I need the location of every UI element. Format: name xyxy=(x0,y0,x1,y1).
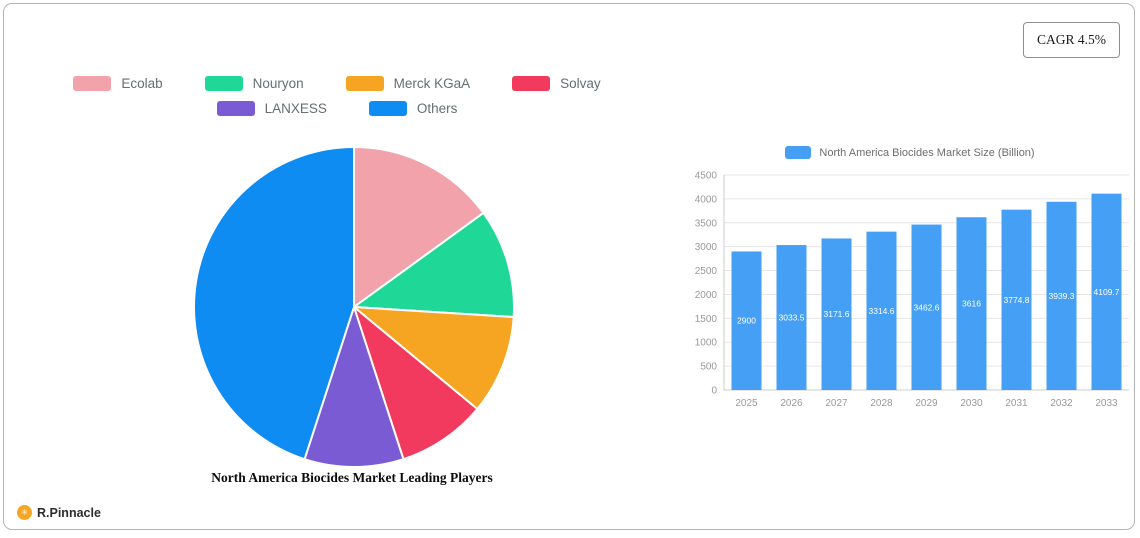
report-card: CAGR 4.5% Ecolab Nouryon Merck KGaA Solvay … xyxy=(3,3,1135,530)
bar-value-label: 2900 xyxy=(737,316,756,326)
y-tick-label: 500 xyxy=(700,362,717,373)
x-tick-label: 2032 xyxy=(1050,398,1073,409)
bar-2032[interactable] xyxy=(1046,201,1077,390)
y-tick-label: 0 xyxy=(711,386,717,397)
bar-value-label: 3033.5 xyxy=(779,313,805,323)
pie-slice-nouryon[interactable] xyxy=(351,211,515,319)
pie-slice-solvay[interactable] xyxy=(351,304,479,461)
legend-swatch xyxy=(512,76,551,91)
bar-legend-swatch xyxy=(785,146,812,159)
bar-value-label: 3462.6 xyxy=(914,302,940,312)
x-tick-label: 2029 xyxy=(915,398,938,409)
legend-swatch xyxy=(345,76,384,91)
bar-value-label: 4109.7 xyxy=(1094,287,1120,297)
legend-item-merck-kgaa[interactable]: Merck KGaA xyxy=(345,76,471,91)
pie-legend-row-1: Ecolab Nouryon Merck KGaA Solvay xyxy=(73,76,601,91)
y-tick-label: 2000 xyxy=(695,290,718,301)
cagr-badge: CAGR 4.5% xyxy=(1022,22,1120,58)
bar-value-label: 3939.3 xyxy=(1049,291,1075,301)
legend-swatch xyxy=(204,76,243,91)
legend-swatch xyxy=(368,101,407,116)
bar-2027[interactable] xyxy=(821,238,852,390)
x-tick-label: 2026 xyxy=(780,398,803,409)
bar-2033[interactable] xyxy=(1091,193,1122,390)
pie-legend-row-2: LANXESS Others xyxy=(216,101,458,116)
y-tick-label: 4000 xyxy=(695,194,718,205)
bar-legend[interactable]: North America Biocides Market Size (Bill… xyxy=(682,146,1138,159)
legend-item-ecolab[interactable]: Ecolab xyxy=(73,76,163,91)
bar-value-label: 3774.8 xyxy=(1004,295,1030,305)
y-tick-label: 1000 xyxy=(695,338,718,349)
legend-label: Merck KGaA xyxy=(393,76,471,91)
legend-item-others[interactable]: Others xyxy=(368,101,458,116)
logo-text: R.Pinnacle xyxy=(37,505,101,520)
bar-2029[interactable] xyxy=(911,224,942,390)
legend-label: Solvay xyxy=(560,76,601,91)
pie-slice-ecolab[interactable] xyxy=(353,145,485,309)
brand-logo: ✳ R.Pinnacle xyxy=(17,505,101,520)
y-tick-label: 3000 xyxy=(695,242,718,253)
bar-2025[interactable] xyxy=(731,251,762,390)
legend-item-solvay[interactable]: Solvay xyxy=(512,76,601,91)
pie-slice-merck-kgaa[interactable] xyxy=(350,305,515,411)
pie-chart-title: North America Biocides Market Leading Pl… xyxy=(211,470,493,485)
x-tick-label: 2028 xyxy=(870,398,893,409)
legend-swatch xyxy=(73,76,112,91)
bar-value-label: 3171.6 xyxy=(824,309,850,319)
y-tick-label: 1500 xyxy=(695,314,718,325)
pie-chart xyxy=(193,145,515,468)
bar-2031[interactable] xyxy=(1001,209,1032,390)
logo-icon: ✳ xyxy=(17,505,32,520)
bar-value-label: 3314.6 xyxy=(869,306,895,316)
legend-item-nouryon[interactable]: Nouryon xyxy=(204,76,304,91)
legend-label: LANXESS xyxy=(264,101,327,116)
bar-chart: 0 500 1000 1500 2000 2500 3000 3500 4000 4500 2900… xyxy=(695,171,1129,409)
y-tick-label: 2500 xyxy=(695,266,718,277)
pie-legend: Ecolab Nouryon Merck KGaA Solvay LANXESS Oth… xyxy=(42,76,632,116)
x-tick-label: 2030 xyxy=(960,398,983,409)
bar-2028[interactable] xyxy=(866,231,897,390)
bar-legend-label: North America Biocides Market Size (Bill… xyxy=(819,146,1035,159)
bar-value-label: 3616 xyxy=(962,299,981,309)
bar-2030[interactable] xyxy=(956,217,987,390)
legend-label: Ecolab xyxy=(121,76,163,91)
bar-chart-area: North America Biocides Market Size (Bill… xyxy=(682,146,1138,422)
y-tick-label: 3500 xyxy=(695,218,718,229)
pie-slice-others[interactable] xyxy=(193,145,355,461)
y-tick-label: 4500 xyxy=(695,171,718,182)
legend-swatch xyxy=(216,101,255,116)
pie-slice-lanxess[interactable] xyxy=(303,303,405,468)
x-tick-label: 2031 xyxy=(1005,398,1028,409)
legend-label: Nouryon xyxy=(252,76,304,91)
x-tick-label: 2025 xyxy=(735,398,758,409)
x-tick-label: 2033 xyxy=(1095,398,1118,409)
legend-label: Others xyxy=(416,101,458,116)
x-tick-label: 2027 xyxy=(825,398,848,409)
bar-2026[interactable] xyxy=(776,245,807,390)
legend-item-lanxess[interactable]: LANXESS xyxy=(216,101,327,116)
